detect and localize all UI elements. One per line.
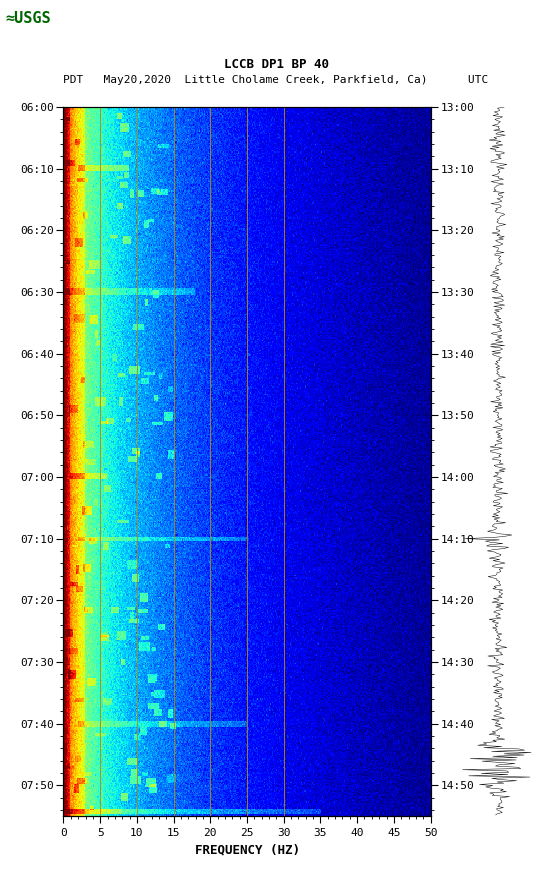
- Text: PDT   May20,2020  Little Cholame Creek, Parkfield, Ca)      UTC: PDT May20,2020 Little Cholame Creek, Par…: [63, 75, 489, 85]
- Text: LCCB DP1 BP 40: LCCB DP1 BP 40: [224, 58, 328, 71]
- X-axis label: FREQUENCY (HZ): FREQUENCY (HZ): [194, 844, 300, 856]
- Text: ≈USGS: ≈USGS: [6, 11, 51, 26]
